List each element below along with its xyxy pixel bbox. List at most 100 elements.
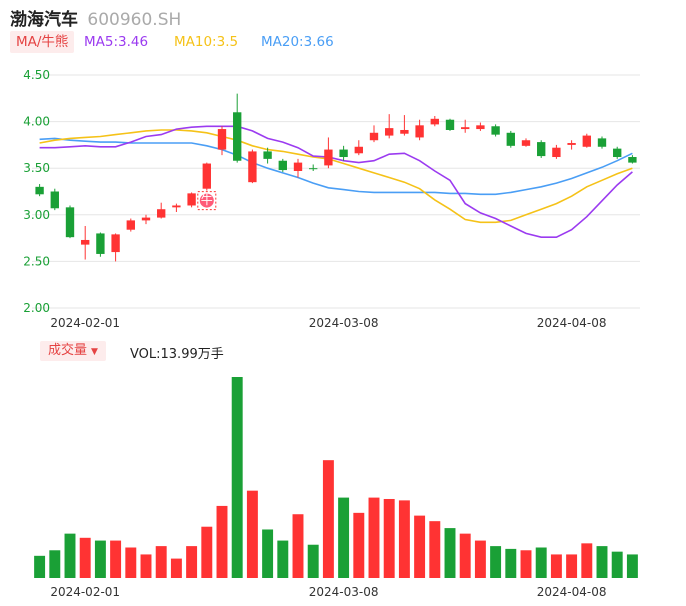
volume-toggle-label: 成交量 [48, 343, 88, 358]
volume-bar [581, 543, 593, 578]
volume-bar [414, 515, 426, 578]
volume-bar [474, 540, 486, 578]
candle-body [187, 193, 196, 206]
candle-body [597, 138, 607, 147]
volume-bar [520, 550, 532, 578]
candle-body [445, 119, 455, 130]
volume-bar [201, 526, 213, 578]
candle-body [96, 233, 105, 254]
y-tick-label: 3.50 [23, 161, 50, 175]
candle-body [157, 209, 166, 218]
volume-bar [550, 554, 562, 578]
volume-bar [262, 529, 274, 578]
x-tick-label: 2024-02-01 [50, 316, 120, 330]
ma5-label: MA5:3.46 [84, 34, 149, 50]
volume-bar [566, 554, 578, 578]
y-tick-label: 4.00 [23, 115, 50, 129]
candle-body [248, 151, 257, 183]
candle-body [491, 126, 500, 135]
volume-bar [307, 544, 319, 578]
candle-body [81, 239, 90, 245]
candle-body [521, 140, 531, 146]
candle-body [354, 146, 363, 154]
candle-body [537, 142, 546, 157]
volume-bar [322, 460, 334, 578]
volume-bar [49, 550, 61, 578]
volume-bar [611, 551, 623, 578]
candle-body [567, 143, 576, 145]
volume-bar [429, 521, 441, 578]
candle-body [400, 129, 409, 134]
volume-bar [398, 500, 410, 578]
candle-body [172, 205, 181, 208]
annotation-frame [197, 191, 217, 211]
ma10-label: MA10:3.5 [174, 34, 239, 50]
y-tick-label: 3.00 [23, 208, 50, 222]
candle-body [293, 162, 303, 171]
candle-body [324, 149, 333, 166]
candle-body [202, 163, 211, 189]
volume-bar [444, 528, 456, 578]
volume-bar [383, 498, 395, 578]
y-tick-label: 4.50 [23, 68, 50, 82]
volume-bar [170, 558, 182, 578]
volume-bar [459, 533, 471, 578]
volume-bar [535, 547, 547, 578]
x-tick-label: 2024-03-08 [309, 585, 379, 599]
ma-toggle-button[interactable]: MA/牛熊 [10, 31, 75, 53]
volume-bar [353, 512, 365, 578]
candle-body [141, 217, 151, 221]
ma20-line [39, 137, 633, 196]
stock-name: 渤海汽车 [10, 10, 78, 30]
volume-bar [368, 497, 380, 578]
annotation-label: 牛 [201, 192, 213, 207]
candle-body [613, 148, 622, 158]
candle-body [461, 127, 470, 130]
chevron-down-icon: ▼ [91, 347, 98, 357]
y-tick-label: 2.50 [23, 254, 50, 268]
volume-bar [110, 540, 122, 578]
candle-body [35, 186, 44, 195]
x-tick-label: 2024-04-08 [537, 316, 607, 330]
volume-bar [140, 554, 152, 578]
candle-body [278, 160, 287, 171]
candle-body [552, 147, 561, 158]
candle-body [263, 151, 272, 159]
volume-bar [246, 490, 258, 578]
candle-body [628, 157, 637, 163]
candle-body [111, 234, 120, 253]
candle-body [369, 132, 379, 141]
stock-code: 600960.SH [87, 10, 182, 30]
volume-bar [338, 497, 350, 578]
ma10-line [39, 129, 633, 224]
volume-bar [292, 514, 304, 578]
volume-bar [490, 546, 502, 578]
candle-body [506, 132, 515, 146]
y-tick-label: 2.00 [23, 301, 50, 315]
volume-bar [125, 547, 137, 578]
stock-title: 渤海汽车 600960.SH [10, 5, 181, 30]
volume-bar [155, 546, 167, 578]
candle-body [430, 118, 439, 125]
candle-body [582, 135, 591, 147]
candle-body [385, 128, 394, 136]
candle-body [476, 125, 485, 130]
volume-bar [626, 554, 638, 578]
volume-bar [216, 505, 228, 578]
ma20-label: MA20:3.66 [261, 34, 334, 50]
bull-marker-icon [199, 193, 214, 208]
volume-toggle-button[interactable]: 成交量 ▼ [40, 341, 106, 361]
ma5-line [39, 125, 633, 238]
candle-body [217, 129, 227, 150]
candle-body [309, 168, 318, 170]
volume-bar [231, 377, 243, 578]
volume-bar [34, 555, 46, 578]
volume-bar [596, 546, 608, 578]
candle-body [415, 125, 424, 138]
x-tick-label: 2024-04-08 [537, 585, 607, 599]
candle-body [233, 112, 242, 161]
x-tick-label: 2024-03-08 [309, 316, 379, 330]
volume-bar [79, 537, 91, 578]
volume-bar [277, 540, 289, 578]
